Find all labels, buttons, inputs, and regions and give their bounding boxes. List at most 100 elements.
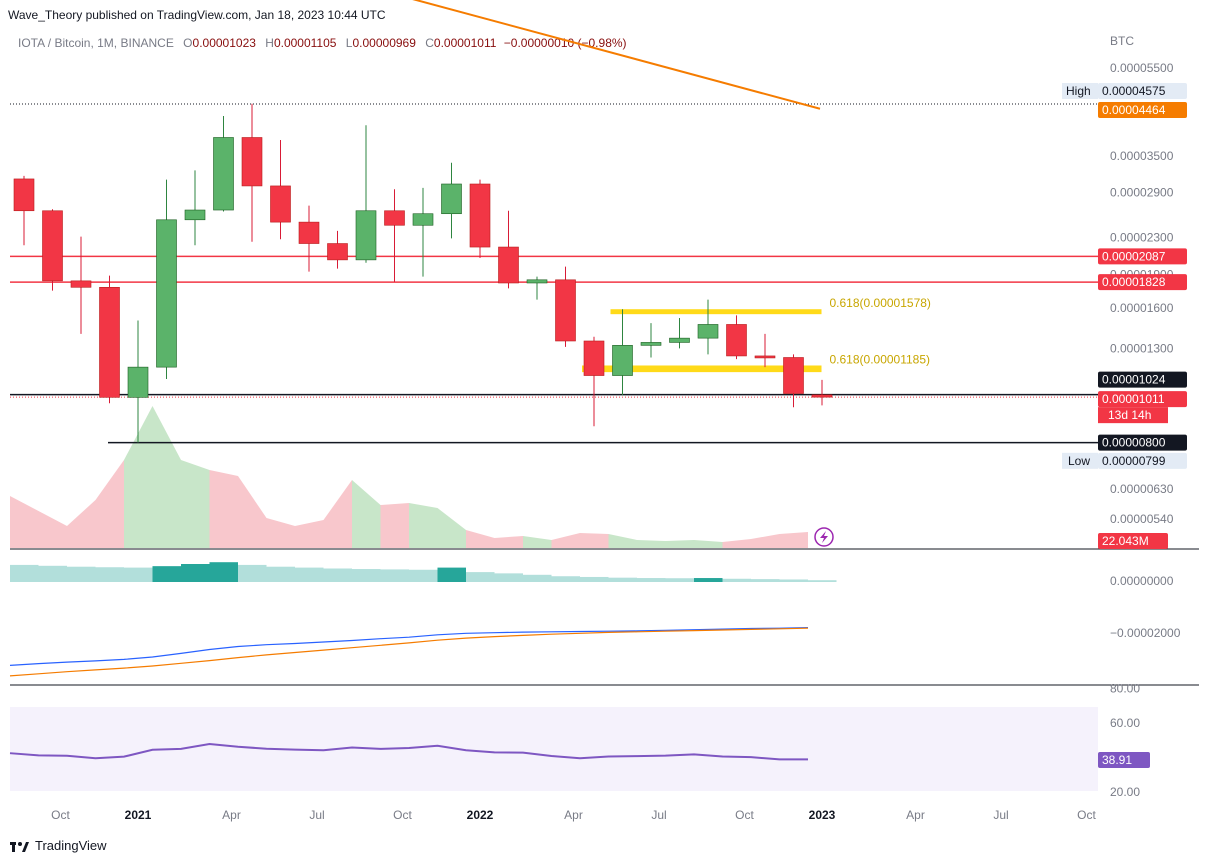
volume-area-segment xyxy=(38,511,67,548)
low-label: L xyxy=(345,36,353,50)
volume-value-tag-bg xyxy=(1098,533,1168,549)
high-value: 0.00001105 xyxy=(273,36,337,50)
macd-histogram-bar xyxy=(779,579,808,582)
macd-histogram-bar xyxy=(437,567,466,582)
high-label: High xyxy=(1066,84,1091,98)
support-1-tag-bg xyxy=(1098,371,1187,388)
macd-histogram-bar xyxy=(38,565,67,582)
low-label: Low xyxy=(1068,454,1090,468)
last-price-tag-bg xyxy=(1098,391,1187,408)
rsi-axis-tick: 20.00 xyxy=(1110,785,1140,799)
candle-body xyxy=(127,366,149,398)
candle-body xyxy=(156,219,177,368)
volume-area-segment xyxy=(551,533,580,548)
macd-histogram-bar xyxy=(10,564,39,582)
volume-area-segment xyxy=(494,536,523,548)
macd-histogram-bar xyxy=(409,569,438,582)
volume-area-segment xyxy=(694,540,723,548)
macd-axis-zero: 0.00000000 xyxy=(1110,574,1174,588)
macd-histogram-bar xyxy=(523,574,552,582)
time-axis-label: Jul xyxy=(651,808,666,822)
candle-body xyxy=(498,246,519,284)
change-value: −0.00000010 (−0.98%) xyxy=(503,36,627,50)
rsi-axis-tick: 80.00 xyxy=(1110,682,1140,696)
low-value-tag: 0.00000799 xyxy=(1102,454,1166,468)
fib-label-1: 0.618(0.00001578) xyxy=(830,296,931,310)
candle-body xyxy=(469,183,491,248)
symbol-label[interactable]: IOTA / Bitcoin, 1M, BINANCE xyxy=(18,36,174,50)
volume-area-segment xyxy=(124,406,153,548)
time-axis-label: Apr xyxy=(564,808,583,822)
macd-histogram-bar xyxy=(238,564,267,582)
candle-body xyxy=(726,324,747,357)
price-axis-tick: 0.00002900 xyxy=(1110,186,1174,200)
volume-area-segment xyxy=(523,536,552,548)
macd-histogram-bar xyxy=(694,578,723,582)
macd-histogram-bar xyxy=(466,572,495,582)
macd-histogram-bar xyxy=(580,576,609,582)
low-label-bg xyxy=(1062,452,1098,469)
candle-body xyxy=(412,213,434,226)
footer-brand[interactable]: TradingView xyxy=(10,838,107,853)
macd-histogram-bar xyxy=(266,566,295,582)
candle-body xyxy=(811,394,833,398)
price-axis-tick: 0.00002300 xyxy=(1110,231,1174,245)
rsi-value-tag: 38.91 xyxy=(1102,753,1132,767)
volume-area-segment xyxy=(209,470,238,548)
support-1-tag: 0.00001024 xyxy=(1102,373,1166,387)
fib-zone-1 xyxy=(610,309,822,315)
price-axis-tick: 0.00003500 xyxy=(1110,149,1174,163)
resistance-1-tag: 0.00002087 xyxy=(1102,249,1166,263)
macd-histogram-bar xyxy=(808,580,837,582)
volume-area-segment xyxy=(409,503,438,548)
volume-area-segment xyxy=(722,539,751,548)
macd-histogram-bar xyxy=(67,566,96,582)
volume-area-segment xyxy=(352,480,381,548)
macd-line xyxy=(9,627,809,666)
volume-area-segment xyxy=(152,406,181,548)
candle-body xyxy=(70,280,92,288)
price-axis-tick: 0.00001600 xyxy=(1110,301,1174,315)
volume-area-segment xyxy=(751,534,780,548)
low-value-tag-bg xyxy=(1098,452,1187,469)
ohlc-legend: IOTA / Bitcoin, 1M, BINANCE O0.00001023 … xyxy=(18,36,627,50)
volume-value-tag: 22.043M xyxy=(1102,534,1149,548)
volume-area-segment xyxy=(181,460,210,548)
footer-brand-label: TradingView xyxy=(35,838,107,853)
open-label: O xyxy=(183,36,193,50)
macd-histogram-bar xyxy=(722,578,751,582)
lightning-icon-bolt xyxy=(820,531,828,543)
macd-histogram-bar xyxy=(608,577,637,582)
macd-histogram-bar xyxy=(352,569,381,582)
macd-histogram-bar xyxy=(124,567,153,582)
macd-histogram-bar xyxy=(95,567,124,582)
price-axis-unit: BTC xyxy=(1110,34,1134,48)
volume-area-segment xyxy=(380,503,409,548)
trendline-value-tag-bg xyxy=(1098,102,1187,118)
candle-body xyxy=(555,279,576,342)
macd-histogram-bar xyxy=(295,567,324,582)
candle-body xyxy=(441,183,462,215)
macd-histogram-bar xyxy=(637,578,666,582)
time-axis-label: Oct xyxy=(735,808,754,822)
macd-histogram-bar xyxy=(181,564,210,582)
rsi-band xyxy=(10,707,1098,791)
fib-label-2: 0.618(0.00001185) xyxy=(830,352,931,366)
candle-body xyxy=(42,210,63,282)
time-axis-label: Jul xyxy=(309,808,324,822)
macd-histogram-bar xyxy=(751,579,780,582)
candle-body xyxy=(526,279,548,284)
time-axis-label: Oct xyxy=(1077,808,1096,822)
high-label-bg xyxy=(1062,82,1098,99)
macd-histogram-bar xyxy=(380,569,409,582)
close-value: 0.00001011 xyxy=(433,36,497,50)
last-price-tag: 0.00001011 xyxy=(1102,392,1165,406)
volume-area-segment xyxy=(637,540,666,548)
countdown-bg xyxy=(1098,407,1168,424)
high-value-tag-bg xyxy=(1098,82,1187,99)
descending-trendline xyxy=(412,0,821,110)
volume-area-segment xyxy=(665,540,694,548)
high-label: H xyxy=(265,36,274,50)
candle-body xyxy=(298,221,320,244)
